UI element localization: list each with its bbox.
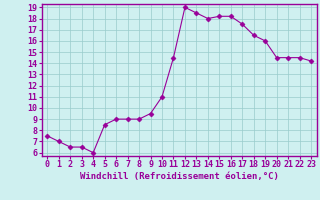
X-axis label: Windchill (Refroidissement éolien,°C): Windchill (Refroidissement éolien,°C) <box>80 172 279 181</box>
